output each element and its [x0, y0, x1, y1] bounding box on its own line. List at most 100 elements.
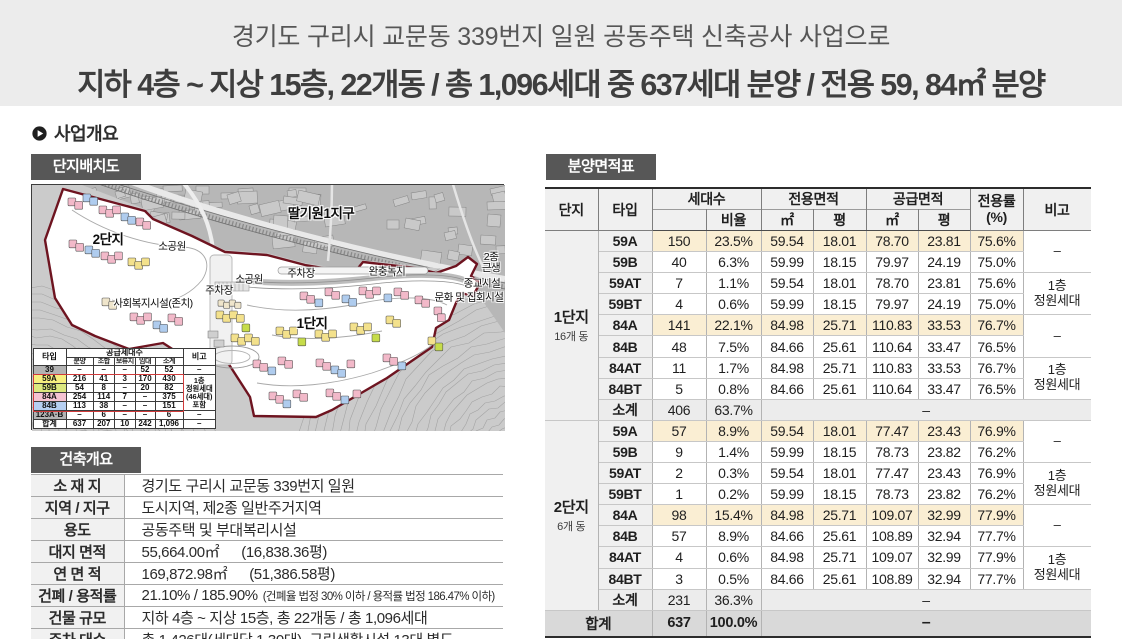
type-cell: 59A: [597, 419, 653, 442]
area-cell: 75.0%: [969, 251, 1024, 274]
overview-row: 주차 대수 총 1,426대(세대당 1.30대), 근린생활시설 13대 별도: [31, 628, 503, 639]
legend-cell: –: [65, 410, 94, 421]
area-cell: 59.99: [760, 483, 814, 506]
building-overview-table: 소 재 지 경기도 구리시 교문동 339번지 일원 지역 / 지구 도시지역, 제2…: [31, 474, 503, 639]
area-cell: 25.61: [812, 567, 867, 590]
area-cell: 76.2%: [969, 483, 1024, 506]
map-label-park1: 소공원: [158, 240, 186, 253]
overview-row: 대지 면적 55,664.00㎡ (16,838.36평): [31, 540, 503, 563]
area-cell: 75.6%: [969, 272, 1024, 295]
area-cell: 8.9%: [705, 525, 762, 548]
overview-label: 주차 대수: [31, 628, 125, 639]
area-row: 59AT 2 0.3% 59.54 18.01 77.47 23.43 76.9% 1층 정원세…: [545, 462, 1091, 506]
area-cell: 76.5%: [969, 377, 1024, 400]
overview-value-text: 도시지역, 제2종 일반주거지역: [141, 500, 322, 517]
area-cell: 59.54: [760, 229, 814, 253]
col-subheader-m2: ㎡: [760, 209, 814, 231]
area-cell: 76.5%: [969, 335, 1024, 358]
section-header: 사업개요: [32, 120, 119, 146]
area-cell: 0.6%: [705, 293, 762, 316]
area-table-tag-text: 분양면적표: [567, 158, 635, 175]
area-cell: 84.98: [760, 546, 814, 569]
legend-cell: 170: [134, 374, 156, 385]
area-row: 2단지 6개 동 59A 57 8.9% 59.54 18.01 77.47 23.43 76.9…: [545, 419, 1091, 611]
map-label-parking1: 주차장: [205, 284, 233, 297]
area-cell: 98: [651, 504, 707, 527]
legend-header-type: 타입: [32, 347, 67, 367]
area-cell: 77.9%: [969, 504, 1024, 527]
overview-tag-text: 건축개요: [59, 451, 113, 468]
area-row: 59AT 7 1.1% 59.54 18.01 78.70 23.81 75.6% 1층 정원세…: [545, 272, 1091, 316]
area-cell: 24.19: [917, 251, 971, 274]
legend-note-cell: –: [182, 410, 216, 421]
area-cell: 77.47: [865, 462, 919, 485]
legend-note-cell: –: [182, 365, 216, 376]
legend-cell: –: [134, 401, 156, 412]
overview-value: 공동주택 및 부대복리시설: [124, 518, 503, 541]
area-cell: 79.97: [865, 251, 919, 274]
overview-row: 지역 / 지구 도시지역, 제2종 일반주거지역: [31, 496, 503, 519]
area-cell: 18.01: [812, 419, 867, 442]
note-cell: –: [1022, 419, 1091, 464]
total-count: 637: [651, 609, 707, 638]
area-cell: 32.94: [917, 525, 971, 548]
overview-value-note: (건폐율 법정 30% 이하 / 용적률 법정 186.47% 이하): [262, 591, 496, 603]
subtotal-count: 406: [651, 398, 707, 421]
area-row: 84B 48 7.5% 84.66 25.61 110.64 33.47 76.5%: [545, 335, 1091, 358]
col-header-note: 비고: [1022, 188, 1091, 231]
overview-label: 연 면 적: [31, 562, 125, 585]
overview-label: 지역 / 지구: [31, 496, 125, 519]
area-cell: 18.15: [812, 293, 867, 316]
area-cell: 78.70: [865, 229, 919, 253]
area-cell: 48: [651, 335, 707, 358]
area-cell: 108.89: [865, 525, 919, 548]
legend-cell: 6: [154, 410, 184, 421]
area-cell: 25.61: [812, 525, 867, 548]
legend-cell: 82: [154, 383, 184, 394]
area-cell: 59.99: [760, 293, 814, 316]
legend-cell: 254: [65, 392, 94, 403]
col-subheader-pyeong: 평: [812, 209, 867, 231]
legend-subheader: 보류지: [114, 357, 136, 367]
area-cell: 32.94: [917, 567, 971, 590]
overview-label: 건폐 / 용적률: [31, 584, 125, 607]
area-row: 59BT 4 0.6% 59.99 18.15 79.97 24.19 75.0%: [545, 293, 1091, 316]
overview-label: 건물 규모: [31, 606, 125, 629]
legend-note-cell: –: [182, 419, 216, 430]
area-table: 단지 타입 세대수 전용면적 공급면적 전용률 (%) 비고 비율 ㎡ 평 ㎡ 평 1단지 16개 동 59…: [545, 187, 1091, 638]
col-header-type: 타입: [597, 188, 653, 231]
area-cell: 5: [651, 377, 707, 400]
legend-header-note: 비고: [182, 347, 216, 367]
area-cell: 79.97: [865, 293, 919, 316]
overview-row: 연 면 적 169,872.98㎡ (51,386.58평): [31, 562, 503, 585]
legend-cell: 430: [154, 374, 184, 385]
area-cell: 0.5%: [705, 567, 762, 590]
area-cell: 59.54: [760, 419, 814, 442]
overview-value-pyeong: (51,386.58평): [249, 566, 335, 583]
overview-label: 대지 면적: [31, 540, 125, 563]
area-cell: 1.4%: [705, 440, 762, 464]
site-plan-tag: 단지배치도: [31, 154, 141, 180]
overview-value-text: 169,872.98㎡: [141, 566, 228, 583]
area-cell: 25.71: [812, 314, 867, 337]
legend-cell: 10: [114, 419, 136, 430]
legend-cell: –: [114, 401, 136, 412]
danji-cell: 1단지 16개 동: [545, 230, 599, 421]
area-cell: 1: [651, 483, 707, 506]
subtotal-label: 소계: [598, 398, 653, 421]
legend-type-cell: 39: [32, 365, 67, 376]
area-row: 59BT 1 0.2% 59.99 18.15 78.73 23.82 76.2%: [545, 483, 1091, 506]
area-cell: 4: [651, 546, 707, 569]
area-cell: 110.83: [865, 314, 919, 337]
area-cell: 76.9%: [969, 419, 1024, 442]
area-cell: 109.07: [865, 546, 919, 569]
overview-label: 소 재 지: [31, 474, 125, 497]
overview-value-text: 지하 4층 ~ 지상 15층, 총 22개동 / 총 1,096세대: [141, 610, 428, 627]
area-cell: 23.82: [917, 483, 971, 506]
legend-cell: 113: [65, 401, 94, 412]
map-label-parking2: 주차장: [287, 267, 315, 280]
type-cell: 84A: [598, 314, 653, 337]
area-cell: 18.15: [812, 440, 867, 464]
area-cell: 18.15: [812, 251, 867, 274]
